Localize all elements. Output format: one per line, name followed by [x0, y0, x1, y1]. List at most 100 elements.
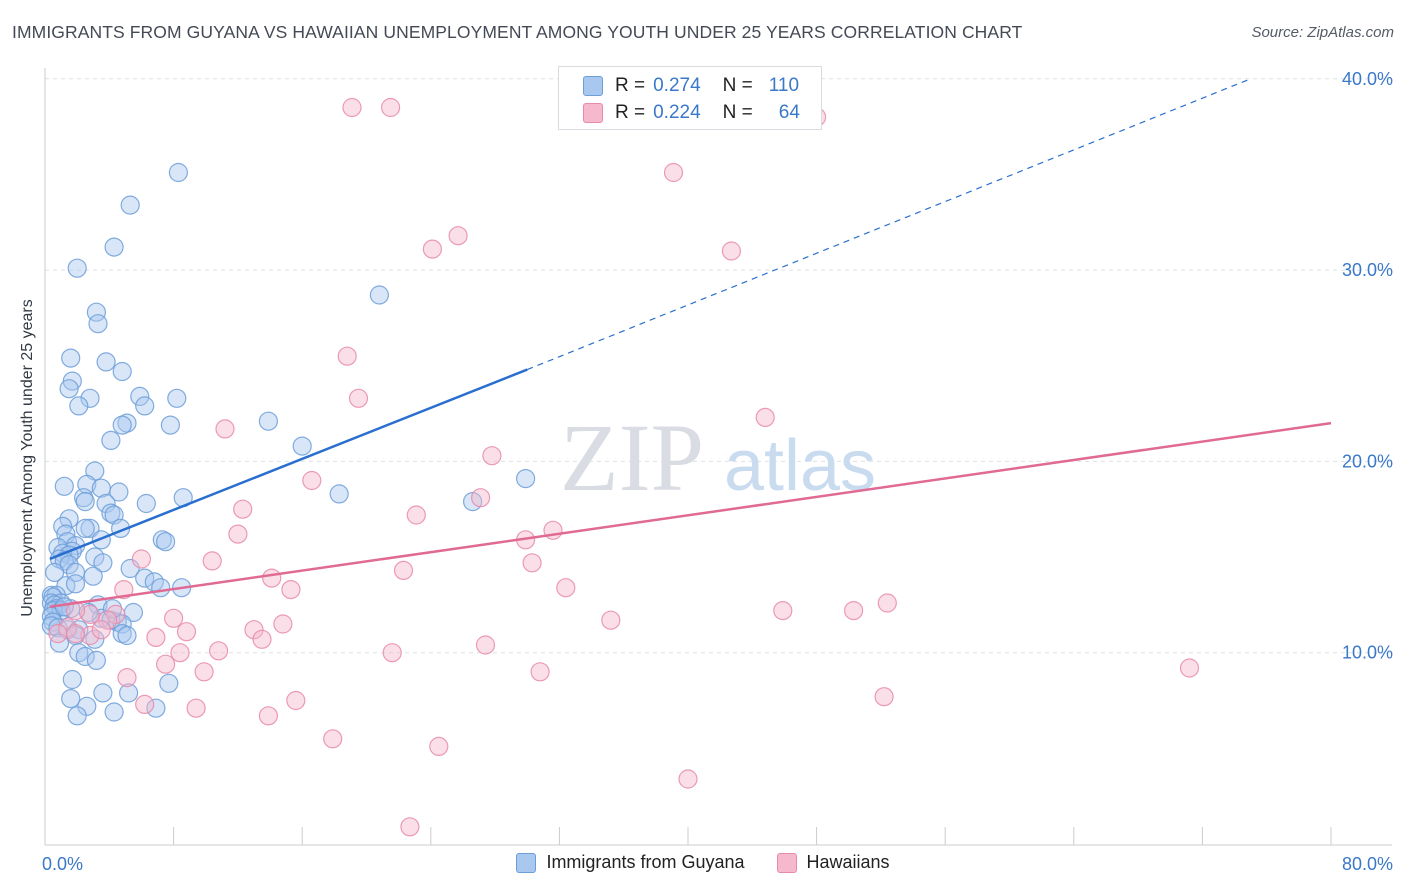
data-point — [75, 518, 95, 539]
legend-r-value: 0.274 — [653, 75, 701, 96]
grid — [45, 78, 1392, 654]
data-point — [101, 503, 121, 523]
x-tick-label-min: 0.0% — [42, 854, 83, 874]
data-point — [475, 635, 496, 655]
data-point — [91, 620, 111, 640]
watermark-atlas: atlas — [724, 426, 876, 506]
data-point — [119, 683, 139, 703]
data-point — [109, 482, 129, 502]
legend-n-value: 110 — [768, 75, 800, 96]
data-point — [252, 629, 272, 649]
data-point — [168, 162, 188, 183]
data-point — [877, 593, 897, 613]
data-point — [233, 499, 253, 519]
data-point — [104, 237, 124, 257]
data-point — [170, 643, 190, 663]
data-point — [112, 361, 132, 382]
data-point — [202, 551, 222, 571]
data-point — [93, 683, 113, 703]
legend-item-guyana[interactable]: Immigrants from Guyana — [516, 852, 745, 873]
data-point — [117, 625, 137, 646]
watermark-zip: ZIP — [560, 404, 704, 511]
data-point — [65, 574, 86, 594]
data-point — [369, 285, 389, 305]
data-point — [53, 516, 73, 537]
data-point — [663, 162, 684, 183]
data-point — [69, 396, 89, 416]
legend-item-hawaiians[interactable]: Hawaiians — [776, 852, 890, 873]
data-point — [244, 620, 264, 640]
data-point — [228, 524, 248, 544]
data-point — [86, 650, 107, 671]
data-point — [286, 690, 306, 711]
data-point — [41, 616, 62, 636]
data-point — [159, 673, 179, 693]
data-point — [167, 388, 187, 408]
data-point — [88, 314, 108, 334]
data-point — [755, 407, 775, 427]
data-point — [130, 386, 150, 406]
series-hawaiians-points — [48, 97, 1200, 837]
legend-label-guyana: Immigrants from Guyana — [546, 852, 745, 872]
data-point — [117, 667, 137, 688]
data-point — [337, 346, 357, 366]
data-point — [114, 579, 134, 600]
data-point — [135, 694, 155, 715]
data-point — [422, 239, 442, 259]
data-point — [65, 600, 86, 621]
data-point — [59, 509, 79, 529]
legend-r-value: 0.224 — [653, 102, 701, 123]
data-point — [83, 566, 103, 586]
data-point — [136, 493, 156, 514]
data-point — [101, 430, 121, 450]
data-point — [556, 578, 576, 598]
data-point — [44, 562, 65, 583]
data-point — [65, 623, 86, 644]
x-tick-label-max: 80.0% — [1342, 854, 1393, 874]
data-point — [75, 492, 95, 512]
data-point — [194, 662, 214, 682]
data-point — [61, 688, 81, 709]
legend-n-label: N = — [722, 75, 753, 96]
data-point — [102, 599, 123, 619]
data-point — [96, 493, 116, 514]
data-point — [381, 97, 401, 118]
correlation-legend: R = 0.274 N = 110 R = 0.224 N = 64 — [558, 66, 822, 130]
data-point — [382, 643, 402, 663]
data-point — [156, 654, 176, 674]
chart-title: IMMIGRANTS FROM GUYANA VS HAWAIIAN UNEMP… — [12, 22, 1023, 42]
data-point — [156, 532, 176, 552]
data-point — [62, 669, 82, 690]
data-point — [98, 610, 118, 630]
data-point — [471, 488, 491, 508]
data-point — [59, 379, 79, 399]
data-point — [482, 446, 502, 466]
y-tick-label: 10.0% — [1342, 643, 1393, 663]
data-point — [160, 415, 180, 435]
data-point — [1179, 658, 1200, 678]
data-point — [176, 622, 197, 642]
trend-lines — [49, 78, 1332, 609]
data-point — [112, 415, 132, 435]
data-point — [258, 411, 278, 431]
data-point — [281, 579, 301, 600]
data-point — [678, 769, 698, 789]
data-point — [429, 736, 449, 757]
data-point — [135, 568, 155, 588]
data-point — [302, 470, 322, 491]
y-tick-label: 40.0% — [1342, 69, 1393, 89]
data-point — [400, 817, 420, 837]
data-point — [131, 549, 151, 569]
legend-swatch-blue — [516, 852, 537, 873]
data-point — [104, 702, 124, 722]
data-point — [75, 646, 95, 667]
data-point — [262, 568, 282, 588]
y-tick-label: 20.0% — [1342, 451, 1393, 471]
data-point — [273, 614, 293, 634]
legend-r-label: R = — [615, 75, 646, 96]
data-point — [61, 348, 81, 368]
legend-label-hawaiians: Hawaiians — [806, 852, 890, 872]
data-point — [209, 641, 229, 661]
legend-row-guyana: R = 0.274 N = 110 — [583, 75, 799, 97]
